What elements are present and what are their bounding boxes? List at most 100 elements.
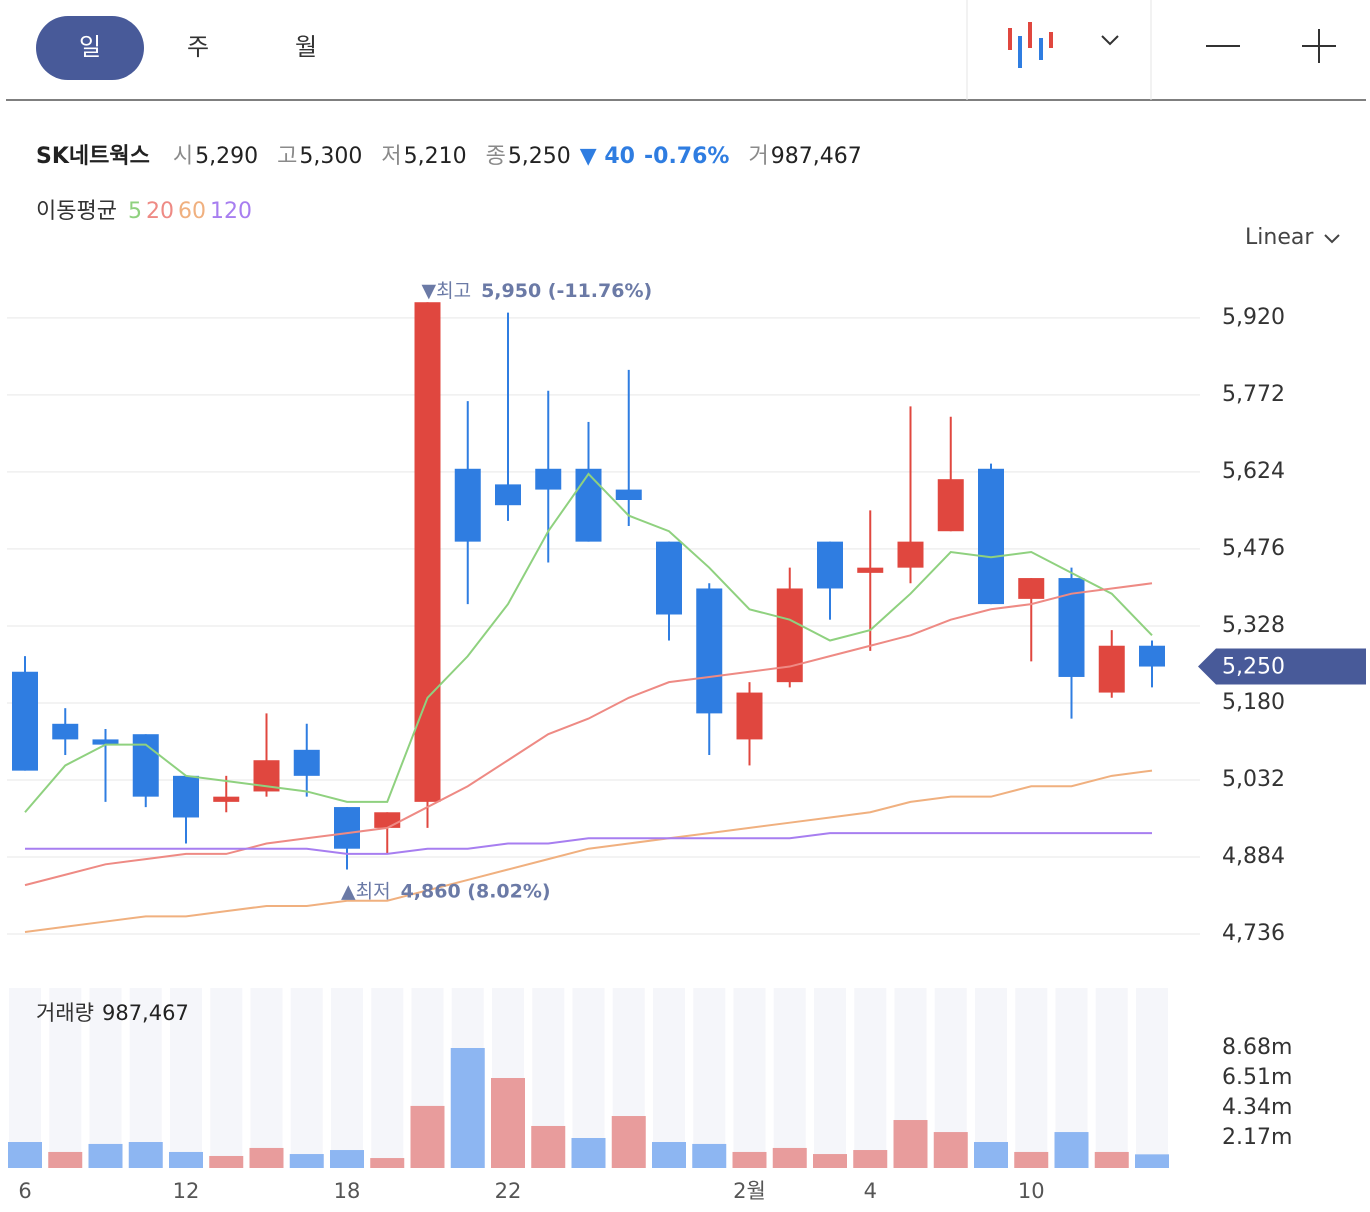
volume-title-text: 거래량 <box>36 1001 94 1025</box>
volume-bar <box>974 1142 1008 1168</box>
field-label: 고 <box>277 144 298 169</box>
tab[interactable]: 일 <box>79 33 101 61</box>
volume-bar <box>652 1142 686 1168</box>
volume-bar <box>209 1155 244 1168</box>
volume-bg <box>170 988 202 1168</box>
volume-bar <box>289 1154 324 1168</box>
candle-body <box>495 484 521 506</box>
annotation-label: 5,950 (-11.76%) <box>481 280 652 302</box>
x-tick-label: 18 <box>334 1179 361 1203</box>
ma-line <box>24 582 1153 887</box>
volume-bg <box>9 988 41 1168</box>
volume-bar <box>491 1078 525 1168</box>
quote-info: SK네트웍스 시5,290 고5,300 저5,210 종5,250 ▼ 40 … <box>36 138 864 170</box>
chevron[interactable] <box>1324 234 1340 244</box>
x-tick-label: 12 <box>173 1179 200 1203</box>
candle-body <box>897 541 924 568</box>
candle-body <box>454 468 481 542</box>
volume-bar <box>571 1138 606 1168</box>
chart-type-icon[interactable] <box>1008 22 1053 68</box>
candle-body <box>132 734 159 797</box>
legend-entry: 60 <box>177 199 206 224</box>
chevron[interactable] <box>1101 35 1119 46</box>
volume-bar <box>893 1120 928 1168</box>
zoom-in[interactable] <box>1302 29 1336 63</box>
y-tick-label: 5,328 <box>1222 613 1285 638</box>
volume-bar <box>330 1150 364 1168</box>
legend-entry: 5 <box>127 199 142 224</box>
current-price-label: 5,250 <box>1222 655 1285 680</box>
candle-body <box>374 812 401 828</box>
candle-body <box>817 541 843 589</box>
volume-bg <box>210 988 243 1168</box>
x-tick-label: 6 <box>18 1179 31 1203</box>
volume-bar <box>813 1154 847 1168</box>
volume-bg <box>854 988 887 1168</box>
y-tick-label: 5,476 <box>1222 536 1285 561</box>
volume-bg <box>773 988 806 1168</box>
volume-bar <box>88 1143 123 1168</box>
volume-bg <box>1136 988 1168 1168</box>
candle-body <box>575 468 602 542</box>
legend-entry: 120 <box>209 199 252 224</box>
field-label: 종 <box>485 144 506 169</box>
candle-body <box>92 739 119 745</box>
volume-bar <box>128 1142 163 1168</box>
y-tick-label: 4,736 <box>1222 921 1285 946</box>
legend-title: 이동평균 <box>36 199 117 224</box>
volume-bg <box>371 988 404 1168</box>
annotation: ▲최저 4,860 (8.02%) <box>341 880 551 902</box>
x-tick-label: 4 <box>864 1179 877 1203</box>
volume-bar <box>169 1151 203 1168</box>
scale-select[interactable]: Linear <box>1245 225 1314 250</box>
volume-bar <box>611 1116 646 1168</box>
y-tick-label: 2.17m <box>1222 1125 1292 1150</box>
annotation-text: ▼최고 <box>422 280 472 302</box>
candle-body <box>173 775 199 818</box>
volume-bg <box>331 988 363 1168</box>
current-price-tag <box>1198 648 1366 685</box>
tab[interactable]: 주 <box>187 33 209 61</box>
volume-bg <box>89 988 122 1168</box>
volume-bg <box>693 988 726 1168</box>
volume-bar <box>933 1132 968 1168</box>
candle-body <box>293 749 320 776</box>
ma-legend: 이동평균 5 20 60 120 <box>36 193 256 225</box>
volume-current: 987,467 <box>102 1001 189 1025</box>
y-tick-label: 5,180 <box>1222 690 1285 715</box>
candle-body <box>334 807 360 849</box>
candle-body <box>535 468 562 490</box>
volume-bg <box>1095 988 1128 1168</box>
volume-title: 거래량 987,467 <box>36 1001 189 1025</box>
volume-bar <box>1054 1132 1089 1168</box>
field-label: 저 <box>381 144 402 169</box>
y-tick-label: 5,032 <box>1222 767 1285 792</box>
field-value: 5,250 <box>507 144 571 169</box>
volume-bg <box>290 988 323 1168</box>
volume-bar <box>450 1048 485 1168</box>
y-tick-label: 8.68m <box>1222 1035 1292 1060</box>
volume-bg <box>129 988 162 1168</box>
candle-body <box>1018 578 1045 599</box>
candle-body <box>696 588 723 714</box>
volume-bar <box>692 1143 727 1168</box>
field-value: 5,300 <box>299 144 363 169</box>
volume-bg <box>975 988 1007 1168</box>
y-tick-label: 5,624 <box>1222 459 1285 484</box>
tab-active-bg[interactable] <box>36 16 144 80</box>
candle-body <box>52 723 79 740</box>
volume-bg <box>653 988 685 1168</box>
y-tick-label: 5,772 <box>1222 382 1285 407</box>
volume-bg <box>49 988 82 1168</box>
volume-bar <box>8 1142 42 1168</box>
x-tick-label: 10 <box>1018 1179 1045 1203</box>
candle-body <box>414 302 441 802</box>
stock-name: SK네트웍스 <box>36 144 150 169</box>
candle-body <box>12 671 38 771</box>
candle-body <box>615 489 642 500</box>
candle-body <box>1139 645 1165 667</box>
ma-line <box>24 472 1153 813</box>
tab[interactable]: 월 <box>295 33 317 61</box>
